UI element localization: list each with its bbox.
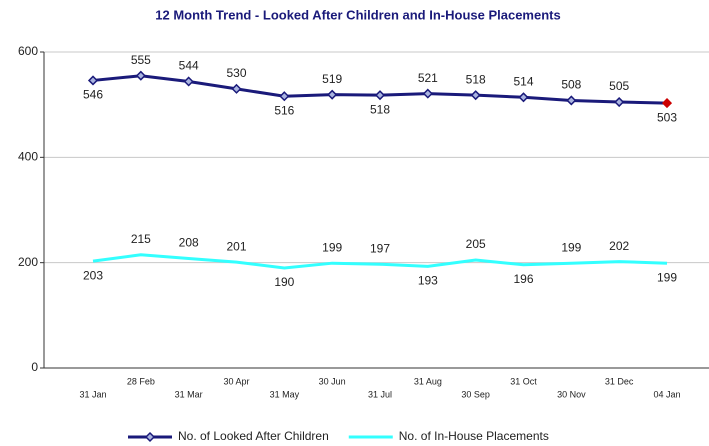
marker [135, 70, 146, 81]
series-line [92, 253, 668, 270]
y-tick-label: 400 [18, 150, 38, 164]
x-tick-label: 30 Nov [557, 389, 586, 399]
data-label: 503 [657, 110, 677, 124]
x-tick-label: 30 Sep [461, 389, 490, 399]
data-label: 197 [370, 241, 390, 255]
data-label: 518 [370, 102, 390, 116]
x-tick-label: 31 Dec [605, 376, 634, 386]
marker [279, 91, 290, 102]
x-tick-label: 31 Aug [414, 376, 442, 386]
marker [231, 83, 242, 94]
data-label: 516 [274, 103, 294, 117]
x-tick-label: 31 Jul [368, 389, 392, 399]
data-label: 199 [561, 240, 581, 254]
data-label: 201 [226, 239, 246, 253]
data-label: 205 [466, 237, 486, 251]
marker [183, 76, 194, 87]
marker [470, 90, 481, 101]
x-tick-label: 30 Jun [319, 376, 346, 386]
x-tick-label: 30 Apr [223, 376, 249, 386]
data-label: 555 [131, 53, 151, 67]
data-label: 215 [131, 232, 151, 246]
x-tick-label: 31 Mar [175, 389, 203, 399]
data-label: 208 [179, 236, 199, 250]
data-label: 203 [83, 268, 103, 282]
marker [87, 75, 99, 86]
data-label: 199 [322, 240, 342, 254]
x-tick-label: 31 Oct [510, 376, 537, 386]
data-label: 544 [179, 59, 199, 73]
y-tick-label: 0 [31, 360, 38, 374]
marker [327, 89, 338, 100]
data-label: 202 [609, 239, 629, 253]
data-label: 508 [561, 78, 581, 92]
chart-title: 12 Month Trend - Looked After Children a… [155, 7, 560, 22]
data-label: 518 [466, 72, 486, 86]
data-label: 546 [83, 88, 103, 102]
marker [614, 96, 625, 108]
data-label: 519 [322, 72, 342, 86]
data-label: 530 [226, 66, 246, 80]
y-tick-label: 200 [18, 255, 38, 269]
marker [661, 98, 673, 109]
data-label: 514 [513, 74, 533, 88]
data-label: 199 [657, 270, 677, 284]
y-tick-label: 600 [18, 44, 38, 58]
marker [422, 88, 433, 99]
legend-marker [144, 431, 156, 443]
data-label: 193 [418, 274, 438, 288]
x-tick-label: 31 Jan [79, 389, 106, 399]
data-label: 505 [609, 79, 629, 93]
legend-label: No. of In-House Placements [399, 429, 549, 443]
data-label: 521 [418, 71, 438, 85]
marker [374, 90, 386, 101]
data-label: 196 [513, 272, 533, 286]
marker [518, 92, 529, 103]
x-tick-label: 31 May [270, 389, 300, 399]
x-tick-label: 28 Feb [127, 376, 155, 386]
legend-label: No. of Looked After Children [178, 429, 329, 443]
marker [566, 95, 577, 106]
x-tick-label: 04 Jan [653, 389, 680, 399]
data-label: 190 [274, 275, 294, 289]
